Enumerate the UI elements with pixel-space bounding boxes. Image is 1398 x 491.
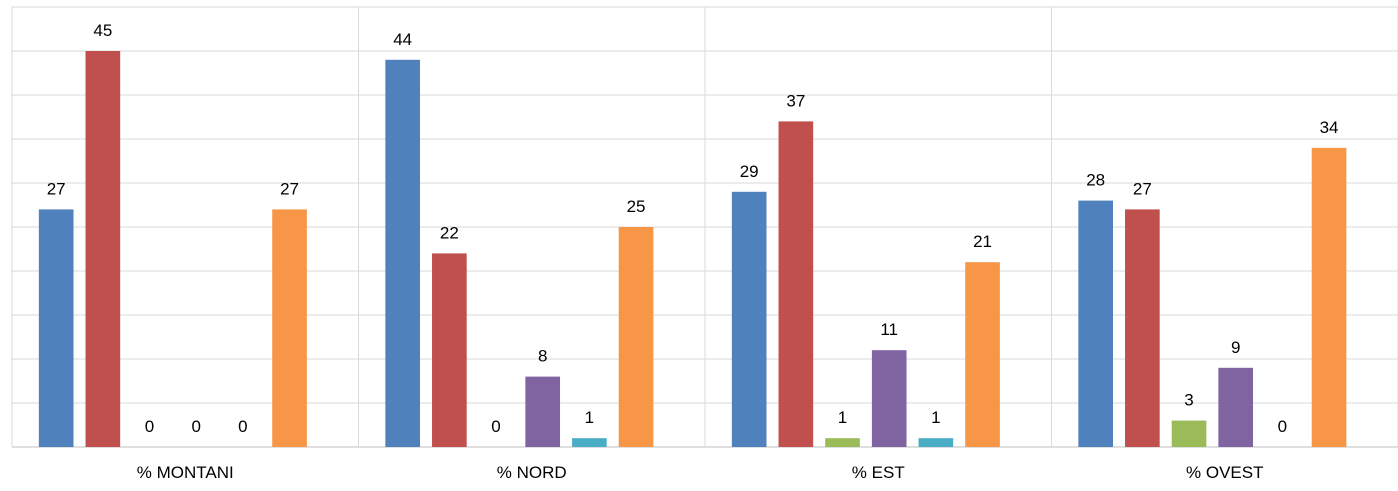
bar xyxy=(385,59,421,448)
category-label: % MONTANI xyxy=(137,463,234,482)
bar xyxy=(272,209,307,447)
data-label: 34 xyxy=(1320,118,1339,137)
category-labels: % MONTANI % NORD % EST % OVEST xyxy=(137,463,1264,482)
data-label: 21 xyxy=(973,232,992,251)
bar xyxy=(1078,200,1114,447)
bar xyxy=(778,121,814,448)
data-label: 1 xyxy=(585,408,594,427)
bar xyxy=(1171,420,1207,447)
bar xyxy=(525,376,561,447)
data-label: 45 xyxy=(93,21,112,40)
data-label: 1 xyxy=(931,408,940,427)
data-label: 0 xyxy=(191,417,200,436)
data-label: 22 xyxy=(440,223,459,242)
bar xyxy=(618,227,654,447)
data-label: 0 xyxy=(1278,417,1287,436)
category-label: % EST xyxy=(852,463,905,482)
bar xyxy=(1125,209,1160,447)
data-label: 11 xyxy=(880,320,898,339)
data-label: 27 xyxy=(280,179,299,198)
bar xyxy=(918,438,954,447)
data-label: 9 xyxy=(1231,338,1240,357)
data-label: 37 xyxy=(786,91,805,110)
data-label: 8 xyxy=(538,347,547,366)
data-label: 29 xyxy=(740,162,759,181)
data-label: 0 xyxy=(491,417,500,436)
data-label: 1 xyxy=(838,408,847,427)
category-label: % OVEST xyxy=(1186,463,1263,482)
bar xyxy=(871,350,907,447)
bar xyxy=(572,438,607,447)
data-label: 0 xyxy=(145,417,154,436)
bar xyxy=(85,51,121,447)
bar xyxy=(432,253,467,447)
data-label: 44 xyxy=(393,30,412,49)
bar xyxy=(1218,367,1254,447)
data-label: 28 xyxy=(1086,171,1105,190)
data-label: 27 xyxy=(1133,179,1152,198)
gridlines xyxy=(11,6,1398,448)
bar xyxy=(965,262,1000,447)
data-label: 25 xyxy=(627,197,646,216)
bar xyxy=(825,438,860,447)
bar xyxy=(731,191,767,447)
data-label: 0 xyxy=(238,417,247,436)
category-label: % NORD xyxy=(497,463,567,482)
bars xyxy=(38,51,1347,448)
data-label: 3 xyxy=(1184,391,1193,410)
data-label: 27 xyxy=(47,179,66,198)
bar xyxy=(38,209,74,447)
bar xyxy=(1311,147,1347,448)
